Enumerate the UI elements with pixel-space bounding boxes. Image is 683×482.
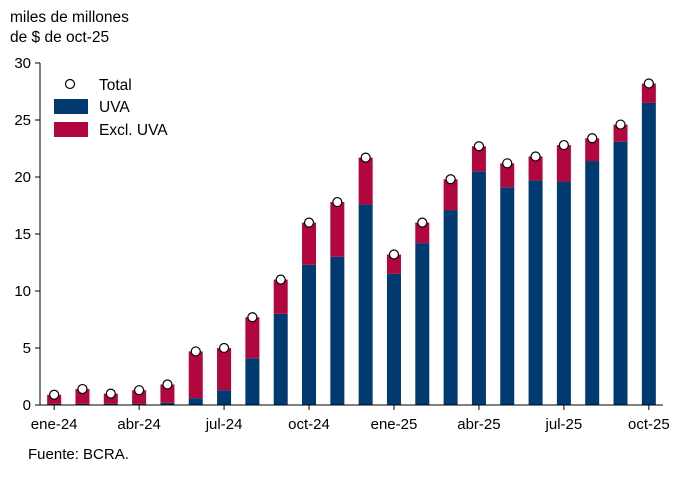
bar-excl-uva-abr-25 (471, 146, 486, 172)
y-tick-label: 20 (14, 169, 31, 186)
legend: Total UVA Excl. UVA (54, 77, 168, 139)
source-note: Fuente: BCRA. (28, 446, 129, 463)
x-tick-label: abr-24 (117, 416, 160, 433)
bar-uva-may-25 (500, 187, 515, 405)
bar-uva-feb-24 (75, 403, 90, 405)
bar-excl-uva-mar-25 (443, 179, 458, 211)
bar-excl-uva-may-24 (160, 384, 175, 403)
legend-label-uva: UVA (99, 99, 130, 116)
total-marker-feb-25 (417, 217, 428, 228)
bar-excl-uva-nov-24 (330, 202, 345, 257)
total-marker-ago-24 (247, 312, 258, 323)
total-markers (49, 78, 654, 400)
legend-total-marker (64, 78, 76, 90)
bar-excl-uva-jun-24 (188, 351, 203, 399)
bar-uva-ago-24 (245, 358, 260, 405)
bar-uva-oct-24 (302, 264, 317, 405)
x-tick-label: jul-25 (545, 416, 583, 433)
bar-excl-uva-mar-24 (103, 393, 118, 404)
x-tick-label: oct-24 (288, 416, 330, 433)
bar-uva-jun-25 (528, 180, 543, 405)
total-marker-may-25 (502, 158, 513, 169)
total-marker-abr-24 (134, 385, 145, 396)
bar-excl-uva-sep-24 (273, 279, 288, 314)
bar-uva-mar-25 (443, 210, 458, 405)
total-marker-abr-25 (473, 141, 485, 152)
x-tick-label: ene-24 (31, 416, 78, 433)
bar-uva-jul-25 (556, 181, 571, 405)
bar-uva-ago-25 (585, 161, 600, 405)
total-marker-nov-24 (332, 196, 343, 208)
total-marker-jun-24 (190, 346, 201, 357)
bar-uva-jun-24 (188, 398, 203, 405)
legend-label-total: Total (99, 77, 132, 94)
bar-uva-sep-24 (273, 313, 288, 405)
total-marker-oct-25 (643, 78, 654, 89)
bar-excl-uva-ago-25 (585, 138, 600, 162)
bar-uva-abr-25 (471, 171, 486, 405)
total-marker-mar-24 (105, 388, 116, 399)
bar-uva-mar-24 (103, 403, 118, 405)
bar-uva-ene-25 (386, 273, 401, 405)
bar-uva-abr-24 (132, 403, 147, 405)
x-tick-label: ene-25 (371, 416, 418, 433)
bar-excl-uva-oct-25 (641, 83, 656, 103)
legend-excl-uva-swatch (54, 122, 88, 137)
total-marker-ago-25 (587, 133, 598, 144)
bar-excl-uva-feb-25 (415, 222, 430, 244)
bar-uva-may-24 (160, 402, 175, 405)
total-marker-jul-25 (558, 139, 569, 151)
total-marker-dic-24 (360, 152, 371, 163)
total-marker-may-24 (162, 379, 173, 390)
total-marker-jul-24 (218, 342, 230, 354)
x-tick-label: jul-24 (205, 416, 243, 433)
x-tick-label: oct-25 (628, 416, 670, 433)
bar-uva-jul-24 (217, 390, 232, 405)
bar-excl-uva-jun-25 (528, 156, 543, 181)
bar-uva-dic-24 (358, 204, 373, 405)
y-tick-label: 25 (14, 112, 31, 129)
bar-excl-uva-sep-25 (613, 124, 628, 142)
bar-uva-nov-24 (330, 256, 345, 405)
total-marker-feb-24 (77, 383, 88, 395)
total-marker-ene-24 (49, 389, 60, 400)
bar-uva-ene-24 (47, 403, 62, 405)
bar-excl-uva-may-25 (500, 163, 515, 188)
y-axis-label-line-2: de $ de oct-25 (10, 29, 109, 46)
total-marker-sep-25 (615, 119, 626, 130)
bar-uva-oct-25 (641, 102, 656, 406)
y-axis-ticks: 0 5 10 15 20 25 30 (14, 55, 40, 414)
bar-uva-sep-25 (613, 141, 628, 405)
y-tick-label: 5 (23, 340, 31, 357)
bar-uva-feb-25 (415, 243, 430, 405)
y-tick-label: 15 (14, 226, 31, 243)
total-marker-sep-24 (275, 274, 286, 285)
y-axis-label: miles de millones de $ de oct-25 (10, 9, 129, 46)
y-axis-label-line-1: miles de millones (10, 9, 129, 26)
bar-excl-uva-jul-24 (217, 348, 232, 391)
y-tick-label: 30 (14, 55, 31, 72)
total-marker-mar-25 (445, 174, 456, 185)
total-marker-jun-25 (530, 151, 541, 162)
bar-excl-uva-ene-25 (386, 254, 401, 274)
y-tick-label: 0 (23, 397, 31, 414)
bar-excl-uva-dic-24 (358, 157, 373, 205)
x-axis-ticks: ene-24 abr-24 jul-24 oct-24 ene-25 abr-25 jul-… (31, 405, 670, 433)
legend-uva-swatch (54, 99, 88, 114)
legend-label-excl-uva: Excl. UVA (99, 122, 168, 139)
total-marker-ene-25 (388, 249, 400, 260)
y-tick-label: 10 (14, 283, 31, 300)
x-tick-label: abr-25 (457, 416, 500, 433)
total-marker-oct-24 (303, 217, 315, 228)
axes (39, 63, 663, 406)
bars (47, 83, 656, 406)
bar-excl-uva-jul-25 (556, 145, 571, 182)
bar-excl-uva-oct-24 (302, 222, 317, 265)
bar-excl-uva-ago-24 (245, 317, 260, 359)
